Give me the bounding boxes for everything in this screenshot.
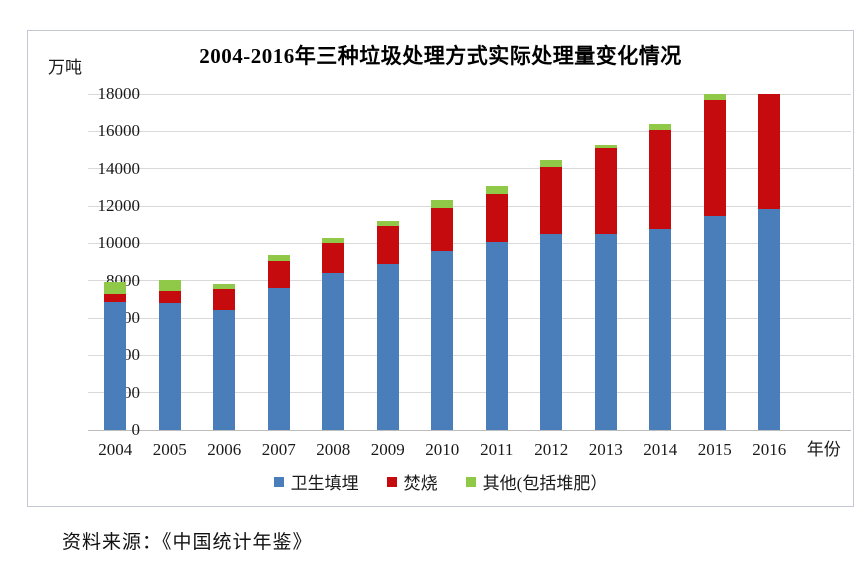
x-tick-label: 2012 — [534, 440, 569, 459]
bar-segment — [703, 94, 726, 101]
bar-segment — [485, 193, 508, 243]
bar-segment — [158, 303, 181, 430]
x-tick-label: 2009 — [370, 440, 405, 459]
legend-item: 其他(包括堆肥） — [465, 469, 608, 494]
bar-segment — [376, 226, 399, 264]
bar-segment — [431, 207, 454, 251]
bar-segment — [267, 260, 290, 288]
chart-frame: 2004-2016年三种垃圾处理方式实际处理量变化情况 万吨 020004000… — [27, 30, 854, 507]
bar-segment — [322, 237, 345, 244]
bar-segment — [431, 200, 454, 208]
x-tick-label: 2007 — [261, 440, 296, 459]
x-tick-label: 2013 — [588, 440, 623, 459]
bar-segment — [594, 234, 617, 430]
bar-segment — [431, 250, 454, 430]
legend-label: 卫生填埋 — [290, 474, 359, 493]
legend: 卫生填埋 焚烧 其他(包括堆肥） — [28, 469, 853, 494]
gridline — [88, 354, 851, 356]
bar-segment — [758, 94, 781, 209]
chart-title: 2004-2016年三种垃圾处理方式实际处理量变化情况 — [199, 44, 682, 68]
x-tick-label: 2014 — [643, 440, 678, 459]
gridline — [88, 205, 851, 207]
x-tick-label: 2008 — [316, 440, 351, 459]
y-tick-label: 12000 — [97, 196, 141, 215]
y-axis-unit-label: 万吨 — [48, 58, 82, 77]
bar-segment — [267, 254, 290, 261]
x-tick-label: 2004 — [98, 440, 133, 459]
bar-segment — [649, 129, 672, 230]
bar-segment — [485, 185, 508, 194]
x-tick-label: 2011 — [480, 440, 514, 459]
y-tick-label: 18000 — [97, 84, 141, 103]
y-tick-label: 16000 — [97, 121, 141, 141]
bar-segment — [213, 310, 236, 430]
gridline — [88, 317, 851, 319]
bar-segment — [213, 289, 236, 311]
source-note: 资料来源：《中国统计年鉴》 — [62, 532, 313, 553]
gridline — [88, 242, 851, 244]
bar-segment — [594, 144, 617, 148]
bar-segment — [649, 123, 672, 130]
bar-segment — [703, 215, 726, 430]
bar-segment — [703, 100, 726, 216]
bar-segment — [485, 242, 508, 430]
bar-segment — [158, 290, 181, 304]
bar-segment — [158, 279, 181, 291]
bar-segment — [104, 282, 127, 294]
legend-swatch-icon — [465, 476, 476, 487]
plot-area: 0200040006000800010000120001400016000180… — [88, 84, 851, 459]
bar-segment — [540, 166, 563, 234]
bar-segment — [267, 287, 290, 430]
y-tick-label: 10000 — [97, 233, 141, 253]
x-tick-label: 2005 — [152, 440, 187, 459]
gridline — [88, 93, 851, 95]
x-tick-label: 2010 — [425, 440, 460, 459]
gridline — [88, 130, 851, 132]
gridline — [88, 280, 851, 282]
legend-swatch-icon — [386, 476, 397, 487]
x-tick-label: 2015 — [697, 440, 732, 459]
bar-segment — [758, 208, 781, 430]
bar-segment — [322, 272, 345, 430]
gridline — [88, 168, 851, 170]
bar-segment — [104, 302, 127, 430]
bar-segment — [104, 293, 127, 302]
legend-item: 焚烧 — [386, 469, 438, 494]
y-tick-label: 0 — [131, 420, 141, 439]
bar-segment — [540, 233, 563, 430]
bar-segment — [649, 229, 672, 430]
bar-segment — [213, 283, 236, 290]
gridline — [88, 392, 851, 394]
legend-item: 卫生填埋 — [273, 469, 359, 494]
legend-label: 焚烧 — [403, 474, 438, 493]
bar-segment — [376, 220, 399, 227]
x-tick-label: 2016 — [752, 440, 787, 459]
bar-segment — [322, 243, 345, 273]
x-axis-title: 年份 — [806, 440, 841, 459]
x-tick-label: 2006 — [207, 440, 242, 459]
legend-label: 其他(包括堆肥） — [482, 474, 608, 493]
bar-segment — [376, 263, 399, 430]
bar-segment — [594, 147, 617, 235]
legend-swatch-icon — [273, 476, 284, 487]
x-axis-baseline — [88, 430, 851, 431]
bar-segment — [540, 160, 563, 167]
y-tick-label: 14000 — [97, 158, 141, 178]
